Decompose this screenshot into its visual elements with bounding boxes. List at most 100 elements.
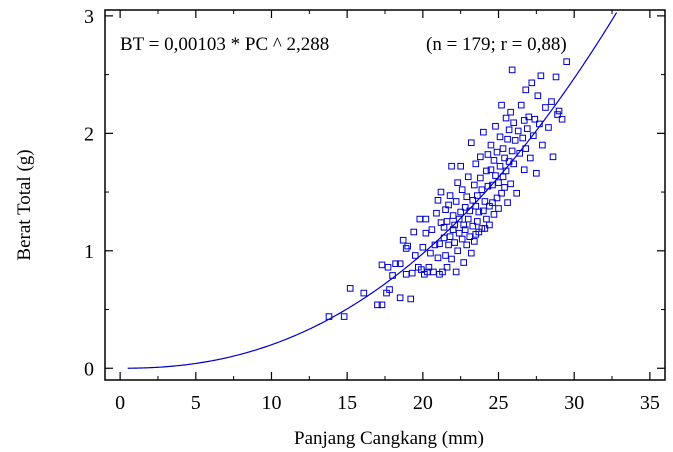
data-point (384, 263, 392, 271)
data-point (439, 268, 446, 276)
data-point (483, 167, 490, 175)
data-point (523, 125, 531, 132)
data-point (505, 126, 513, 134)
data-point (520, 166, 528, 174)
data-point (464, 215, 472, 223)
data-point (408, 269, 416, 277)
data-point (501, 154, 508, 162)
data-point (434, 254, 442, 262)
data-point (452, 268, 460, 276)
data-point (463, 193, 471, 201)
data-point (510, 160, 517, 168)
data-point (469, 222, 477, 230)
fit-curve-line (127, 12, 618, 369)
data-point (463, 241, 471, 249)
data-point (425, 263, 433, 271)
tick-labels-layer: 0 5 10 15 20 25 30 35 0 1 2 3 (84, 6, 660, 414)
data-point (446, 233, 454, 240)
data-point (422, 215, 430, 223)
data-point (486, 221, 493, 229)
data-point (346, 285, 354, 292)
data-points-layer (325, 58, 570, 320)
data-point (360, 289, 368, 297)
data-point (502, 114, 510, 122)
data-point (433, 209, 440, 217)
data-point (396, 294, 404, 302)
x-tick-label: 35 (640, 392, 660, 414)
data-point (467, 139, 475, 147)
data-point (428, 226, 436, 233)
data-point (507, 108, 514, 116)
data-point (474, 192, 481, 199)
y-axis-label: Berat Total (g) (14, 149, 35, 260)
data-point (457, 208, 464, 216)
data-point (504, 199, 511, 206)
data-point (436, 240, 443, 248)
data-point (527, 154, 534, 162)
data-point (404, 242, 411, 250)
data-point (472, 160, 480, 168)
data-point (480, 207, 487, 215)
data-point (378, 301, 386, 309)
data-point (427, 249, 434, 257)
data-point (563, 58, 570, 65)
data-point (389, 272, 396, 279)
data-point (460, 221, 467, 229)
data-point (495, 179, 502, 186)
data-point (489, 199, 496, 206)
data-point (554, 111, 561, 118)
data-point (548, 98, 555, 105)
data-point (522, 145, 530, 152)
data-point (498, 101, 505, 109)
data-point (492, 172, 499, 179)
data-point (539, 141, 546, 149)
data-point (458, 186, 466, 194)
data-point (514, 127, 522, 135)
data-point (411, 252, 419, 259)
data-point (449, 226, 457, 233)
data-point (495, 205, 502, 212)
data-point (507, 180, 514, 188)
data-point (537, 72, 545, 80)
data-point (531, 115, 539, 123)
data-point (490, 211, 498, 218)
data-point (461, 204, 469, 211)
x-tick-label: 5 (191, 392, 201, 414)
data-point (492, 122, 499, 130)
data-point (386, 286, 393, 293)
data-point (478, 186, 486, 194)
data-point (399, 236, 407, 244)
data-point (513, 189, 520, 197)
data-point (451, 239, 458, 246)
data-point (475, 208, 483, 216)
data-point (455, 215, 463, 223)
data-point (454, 179, 461, 186)
data-point (501, 184, 508, 191)
data-point (480, 128, 487, 136)
data-point (558, 115, 566, 123)
data-point (410, 228, 418, 236)
data-point (510, 119, 517, 127)
data-point (445, 201, 452, 209)
data-point (454, 247, 461, 255)
data-point (481, 225, 489, 232)
data-point (448, 255, 455, 263)
data-point (443, 263, 451, 271)
data-point (477, 153, 484, 161)
data-point (496, 133, 504, 141)
data-point (555, 107, 563, 115)
data-point (461, 226, 469, 233)
data-point (446, 192, 454, 199)
data-point (457, 162, 464, 170)
data-point (542, 104, 549, 111)
data-point (552, 73, 560, 81)
data-point (448, 162, 455, 170)
x-axis-label: Panjang Cangkang (mm) (294, 428, 484, 449)
data-point (528, 79, 536, 87)
x-tick-label: 0 (115, 392, 125, 414)
data-point (493, 194, 501, 202)
data-point (511, 137, 519, 144)
data-point (467, 249, 475, 257)
